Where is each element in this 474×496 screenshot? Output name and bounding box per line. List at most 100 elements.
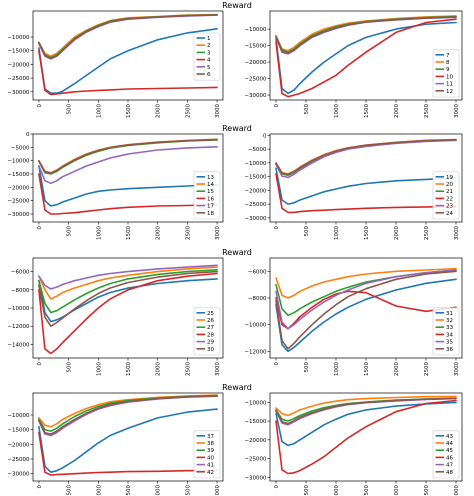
legend-label: 22	[446, 196, 453, 202]
x-tick-label: 500	[67, 104, 73, 115]
y-tick-label: −25000	[7, 76, 30, 82]
series-line-28	[38, 272, 218, 355]
series-line-31	[275, 278, 457, 353]
x-tick-label: 1500	[126, 226, 132, 240]
x-tick-label: 3000	[454, 485, 460, 496]
x-tick-label: 500	[67, 226, 73, 237]
row-title: Reward	[222, 124, 252, 133]
y-tick-label: −20000	[244, 60, 267, 66]
legend-label: 31	[446, 311, 453, 317]
legend-label: 10	[446, 74, 453, 80]
x-tick-label: 2500	[185, 485, 191, 496]
y-tick-label: −10000	[244, 27, 267, 33]
legend-label: 26	[207, 318, 214, 324]
series-line-16	[38, 173, 218, 215]
series-line-42	[38, 395, 218, 435]
legend-label: 45	[446, 448, 453, 454]
y-tick-label: −30000	[7, 90, 30, 96]
x-tick-label: 2000	[156, 485, 162, 496]
series-line-32	[275, 267, 457, 299]
legend-label: 28	[207, 332, 214, 338]
y-tick-label: −8000	[11, 288, 30, 294]
y-tick-label: −14000	[7, 342, 30, 348]
y-tick-label: −10000	[7, 159, 30, 165]
x-tick-label: 0	[37, 104, 43, 108]
x-tick-label: 2500	[424, 104, 430, 118]
x-tick-label: 2500	[424, 226, 430, 240]
legend-label: 4	[207, 58, 211, 64]
series-line-26	[38, 266, 218, 300]
legend-label: 43	[446, 434, 453, 440]
series-line-44	[275, 395, 457, 417]
series-line-6	[38, 14, 218, 60]
chart-panel-8: −30000 −25000 −20000 −15000 −10000 0 500 1000 15…	[244, 392, 463, 496]
x-tick-label: 3000	[215, 485, 221, 496]
legend-label: 6	[207, 72, 211, 78]
y-tick-label: −12000	[244, 349, 267, 355]
series-line-25	[38, 278, 218, 323]
row-title: Reward	[222, 248, 252, 257]
legend-label: 19	[446, 175, 453, 181]
series-line-35	[275, 269, 457, 330]
x-tick-label: 1000	[96, 104, 102, 118]
x-tick-label: 500	[67, 362, 73, 373]
series-line-12	[275, 16, 457, 55]
legend-label: 29	[207, 340, 214, 346]
x-tick-label: 2500	[424, 362, 430, 376]
row-title: Reward	[222, 1, 252, 10]
y-tick-label: −30000	[244, 93, 267, 99]
x-tick-label: 1000	[96, 226, 102, 240]
series-line-18	[38, 138, 218, 174]
legend-label: 9	[446, 67, 450, 73]
x-tick-label: 0	[37, 485, 43, 489]
x-tick-label: 1000	[334, 226, 340, 240]
y-tick-label: −25000	[7, 199, 30, 205]
x-tick-label: 2500	[185, 226, 191, 240]
series-line-46	[275, 399, 457, 475]
x-tick-label: 3000	[215, 362, 221, 376]
legend-label: 34	[446, 332, 453, 338]
series-line-34	[275, 290, 457, 330]
legend-label: 11	[446, 82, 453, 88]
x-tick-label: 3000	[454, 104, 460, 118]
legend-label: 48	[446, 470, 453, 476]
y-tick-label: −10000	[7, 413, 30, 419]
y-tick-label: −25000	[7, 457, 30, 463]
x-tick-label: 1500	[126, 485, 132, 496]
legend-label: 2	[207, 43, 211, 49]
legend-label: 13	[207, 175, 214, 181]
x-tick-label: 1500	[126, 104, 132, 118]
legend-label: 1	[207, 36, 211, 42]
legend-label: 5	[207, 65, 211, 71]
y-tick-label: −30000	[244, 216, 267, 222]
legend-label: 42	[207, 470, 214, 476]
x-tick-label: 2000	[156, 226, 162, 240]
y-tick-label: −20000	[7, 185, 30, 191]
legend-label: 25	[207, 311, 214, 317]
x-tick-label: 3000	[215, 104, 221, 118]
y-tick-label: −30000	[244, 475, 267, 481]
series-line-17	[38, 146, 218, 185]
legend-label: 12	[446, 89, 453, 95]
series-line-27	[38, 268, 218, 314]
x-tick-label: 2000	[156, 362, 162, 376]
legend-label: 3	[207, 50, 211, 56]
legend-label: 17	[207, 204, 214, 210]
x-tick-label: 3000	[215, 226, 221, 240]
x-tick-label: 0	[37, 226, 43, 230]
y-tick-label: −5000	[248, 147, 267, 153]
x-tick-label: 1000	[334, 104, 340, 118]
y-tick-label: −8000	[248, 296, 267, 302]
chart-panel-2: −30000 −25000 −20000 −15000 −10000 0 500 1000 15…	[244, 10, 463, 118]
y-tick-label: −10000	[7, 35, 30, 41]
chart-panel-3: −30000 −25000 −20000 −15000 −10000 −5000 0 0 500…	[7, 132, 224, 240]
x-tick-label: 1500	[364, 104, 370, 118]
legend-label: 18	[207, 211, 214, 217]
y-tick-label: −30000	[7, 212, 30, 218]
legend-label: 14	[207, 182, 214, 188]
legend-label: 7	[446, 53, 450, 59]
x-tick-label: 500	[67, 485, 73, 496]
legend-label: 37	[207, 434, 214, 440]
y-tick-label: −30000	[7, 472, 30, 478]
series-line-36	[275, 270, 457, 350]
